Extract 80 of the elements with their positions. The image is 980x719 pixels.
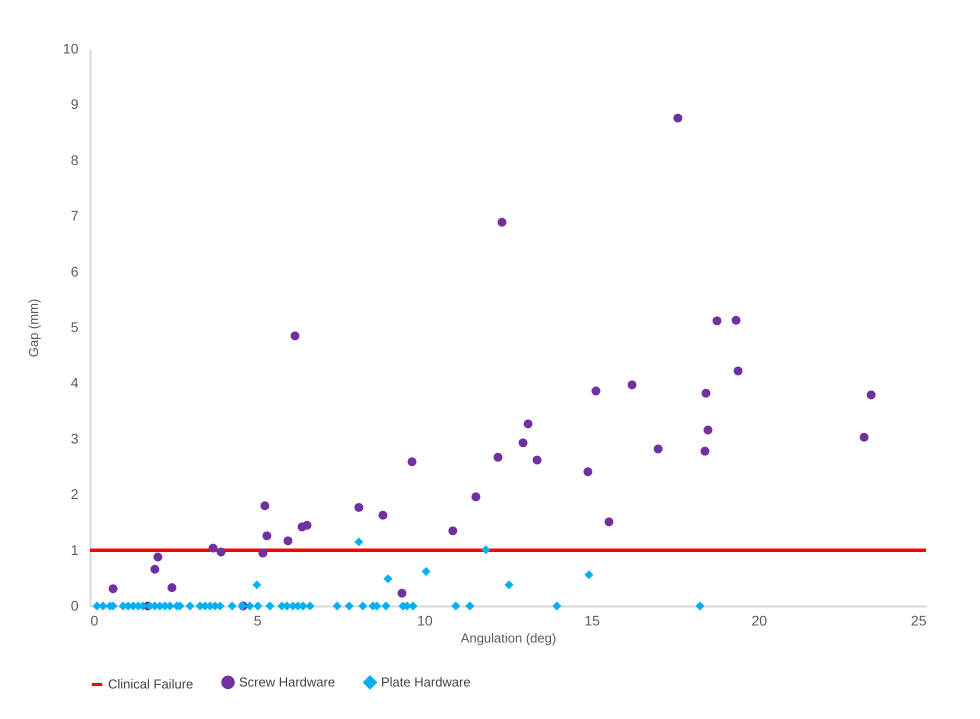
point bbox=[228, 602, 237, 610]
point bbox=[252, 580, 262, 590]
point bbox=[524, 419, 533, 428]
y-tick-label: 10 bbox=[62, 40, 79, 56]
legend-label: Plate Hardware bbox=[381, 674, 471, 690]
point bbox=[860, 432, 869, 442]
y-tick-label: 2 bbox=[70, 486, 79, 502]
y-tick-label: 4 bbox=[70, 374, 79, 391]
point bbox=[167, 583, 176, 592]
point bbox=[701, 388, 710, 398]
y-tick-label: 9 bbox=[70, 96, 79, 112]
point bbox=[262, 531, 272, 540]
y-tick-label: 8 bbox=[70, 152, 79, 168]
point bbox=[584, 570, 594, 580]
y-tick-label: 5 bbox=[70, 319, 79, 335]
y-tick-label: 0 bbox=[70, 598, 79, 614]
y-tick-label: 1 bbox=[70, 542, 79, 558]
point bbox=[208, 544, 218, 553]
point bbox=[471, 492, 480, 502]
point bbox=[108, 584, 118, 594]
x-tick-label: 0 bbox=[90, 612, 98, 628]
point bbox=[283, 536, 292, 546]
point bbox=[583, 467, 592, 476]
point bbox=[712, 316, 722, 326]
point bbox=[216, 548, 226, 556]
x-tick-label: 10 bbox=[417, 612, 433, 628]
point bbox=[354, 502, 364, 512]
point bbox=[465, 602, 474, 610]
point bbox=[332, 602, 342, 610]
point bbox=[245, 602, 254, 610]
point bbox=[306, 602, 315, 610]
x-tick-label: 20 bbox=[752, 612, 768, 628]
legend-label: Screw Hardware bbox=[239, 674, 336, 690]
point bbox=[532, 456, 542, 465]
y-tick-label: 3 bbox=[70, 430, 79, 446]
x-axis-title: Angulation (deg) bbox=[460, 630, 556, 646]
point bbox=[654, 444, 663, 454]
point bbox=[673, 114, 682, 123]
x-tick-label: 15 bbox=[584, 612, 600, 628]
point bbox=[378, 510, 388, 520]
point bbox=[408, 457, 416, 466]
point bbox=[253, 602, 262, 610]
point bbox=[290, 331, 300, 340]
point bbox=[260, 501, 270, 510]
point bbox=[493, 452, 502, 462]
point bbox=[258, 548, 268, 558]
point bbox=[498, 218, 506, 227]
point bbox=[186, 602, 194, 610]
point bbox=[344, 602, 354, 610]
y-tick-label: 6 bbox=[70, 263, 79, 280]
point bbox=[504, 580, 514, 590]
x-tick-label: 25 bbox=[910, 612, 927, 628]
point bbox=[398, 588, 406, 598]
point bbox=[518, 438, 528, 448]
point bbox=[383, 574, 392, 584]
point bbox=[866, 390, 876, 400]
point bbox=[704, 426, 712, 434]
point bbox=[695, 602, 704, 610]
point bbox=[150, 564, 160, 574]
point bbox=[734, 366, 743, 376]
x-tick-label: 5 bbox=[254, 612, 262, 628]
point bbox=[448, 526, 458, 536]
y-axis-title: Gap (mm) bbox=[26, 298, 41, 358]
point bbox=[628, 380, 637, 390]
point bbox=[732, 316, 741, 325]
point bbox=[481, 545, 490, 554]
point bbox=[153, 552, 162, 562]
point bbox=[591, 386, 600, 396]
y-tick-label: 7 bbox=[70, 208, 79, 224]
point bbox=[354, 537, 364, 546]
point bbox=[422, 566, 431, 576]
point bbox=[302, 520, 312, 530]
point bbox=[381, 602, 390, 610]
legend-label: Clinical Failure bbox=[108, 676, 194, 692]
point bbox=[604, 517, 614, 526]
point bbox=[552, 602, 562, 610]
point bbox=[451, 602, 460, 610]
point bbox=[265, 602, 274, 610]
point bbox=[358, 602, 368, 610]
point bbox=[700, 446, 710, 456]
